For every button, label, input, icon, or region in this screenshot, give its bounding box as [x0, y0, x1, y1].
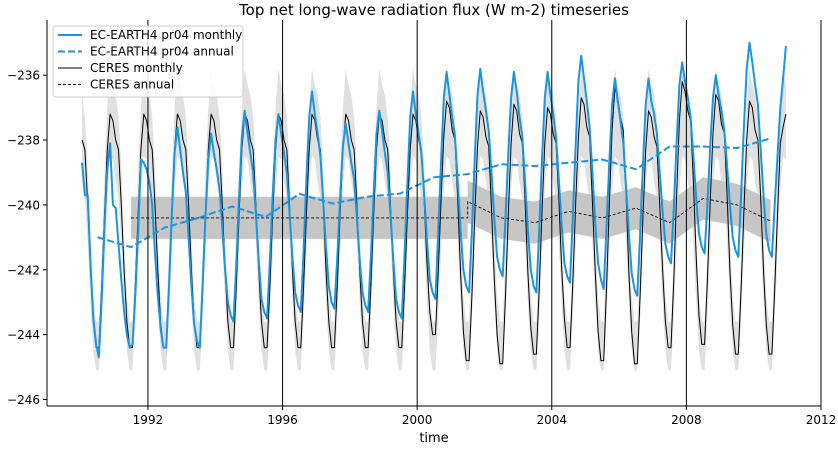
axes: 1992 1996 2000 2004 2008 2012 −236 −238 −240 −242…: [7, 20, 836, 427]
y-tick-label: −246: [7, 393, 40, 407]
ceres-annual-range-band-1: [131, 196, 468, 239]
legend-label: CERES annual: [90, 78, 174, 92]
x-tick-label: 2012: [806, 413, 837, 427]
x-tick-label: 2008: [671, 413, 702, 427]
y-tick-label: −242: [7, 263, 40, 277]
legend-box: [52, 25, 244, 98]
data-lines: [81, 41, 787, 365]
y-tick-label: −236: [7, 69, 40, 83]
ceres-annual-line: [131, 197, 771, 224]
vertical-gridlines: [147, 20, 822, 406]
legend-entry: CERES annual: [58, 78, 174, 92]
y-tick-label: −244: [7, 328, 40, 342]
legend-label: CERES monthly: [90, 61, 183, 75]
legend-entry: EC-EARTH4 pr04 annual: [58, 45, 234, 59]
x-tick-label: 2000: [402, 413, 433, 427]
legend-label: EC-EARTH4 pr04 annual: [90, 45, 234, 59]
x-tick-label: 1996: [267, 413, 298, 427]
x-tick-label: 1992: [133, 413, 164, 427]
ec-earth4-monthly-line: [81, 41, 787, 359]
x-tick-label: 2004: [537, 413, 568, 427]
legend: EC-EARTH4 pr04 monthly EC-EARTH4 pr04 ann…: [52, 25, 244, 98]
ceres-annual-range-band-2: [467, 177, 771, 244]
legend-label: EC-EARTH4 pr04 monthly: [90, 28, 242, 42]
chart-title: Top net long-wave radiation flux (W m-2)…: [238, 1, 629, 19]
legend-entry: CERES monthly: [58, 61, 183, 75]
ec-earth4-annual-line: [97, 137, 771, 249]
y-tick-label: −238: [7, 134, 40, 148]
y-tick-label: −240: [7, 198, 40, 212]
legend-entry: EC-EARTH4 pr04 monthly: [58, 28, 242, 42]
x-axis-label: time: [419, 431, 448, 446]
